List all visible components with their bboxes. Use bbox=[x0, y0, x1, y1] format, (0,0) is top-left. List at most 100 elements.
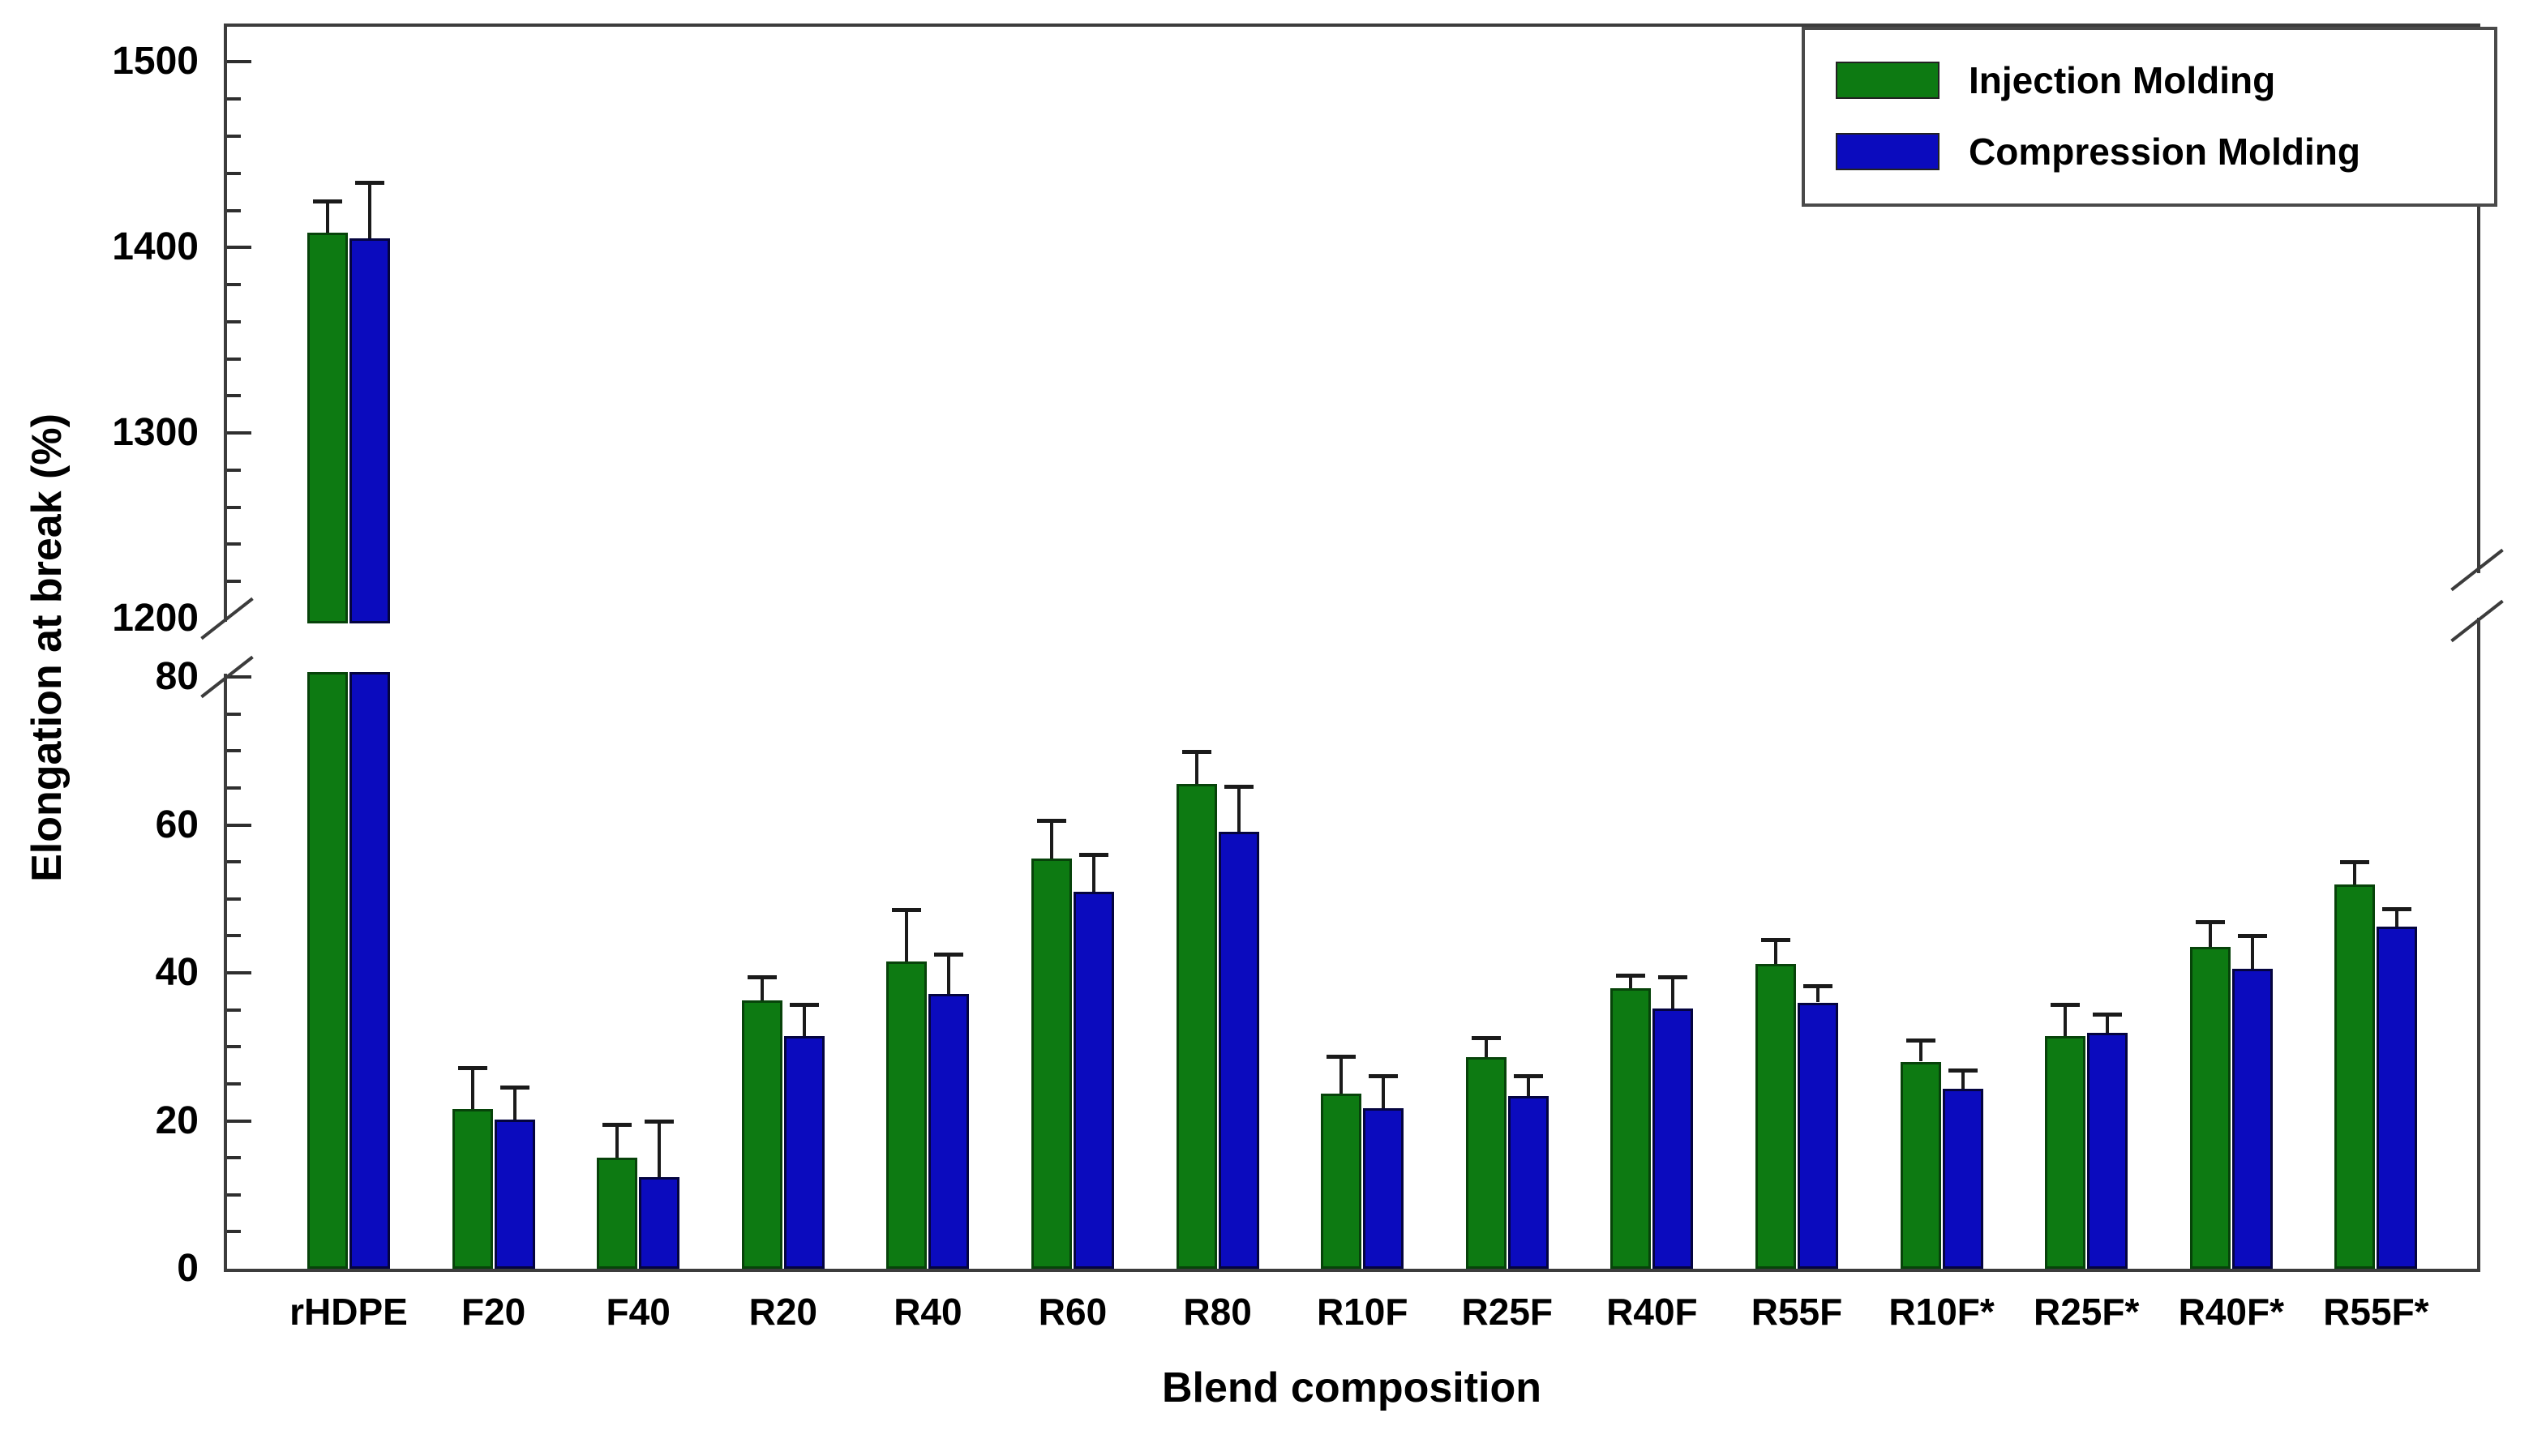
error-bar-cap bbox=[1761, 937, 1790, 942]
bar-compression-r25f-star bbox=[2087, 1032, 2128, 1269]
bar-compression-r10f-star bbox=[1942, 1089, 1983, 1269]
category-label: R25F bbox=[1461, 1291, 1554, 1333]
axis-minor-tick bbox=[227, 1081, 241, 1086]
y-axis-title: Elongation at break (%) bbox=[24, 413, 71, 882]
x-axis-title: Blend composition bbox=[1162, 1364, 1541, 1411]
category-label: F20 bbox=[461, 1291, 526, 1333]
error-bar-line bbox=[1918, 1040, 1922, 1062]
category-label: R25F* bbox=[2033, 1291, 2140, 1333]
bar-compression-r20 bbox=[783, 1035, 825, 1269]
legend-swatch-compression-molding bbox=[1836, 133, 1940, 170]
bar-compression-r80 bbox=[1218, 831, 1259, 1269]
axis-minor-tick bbox=[227, 468, 241, 472]
category-label: R20 bbox=[748, 1291, 817, 1333]
axis-minor-tick bbox=[227, 283, 241, 287]
bar-injection-r25f-star bbox=[2045, 1035, 2086, 1269]
error-bar-cap bbox=[355, 181, 384, 186]
error-bar-line bbox=[2106, 1014, 2110, 1033]
tick-label: 1300 bbox=[112, 411, 199, 455]
bar-compression-r55f-star bbox=[2377, 926, 2418, 1269]
category-label: R80 bbox=[1183, 1291, 1252, 1333]
error-bar-cap bbox=[2051, 1003, 2081, 1008]
error-bar-cap bbox=[789, 1003, 819, 1008]
axis-minor-tick bbox=[227, 897, 241, 901]
error-bar-line bbox=[1629, 974, 1633, 989]
category-label: R10F bbox=[1316, 1291, 1408, 1333]
category-label: R55F* bbox=[2323, 1291, 2429, 1333]
axis-minor-tick bbox=[227, 860, 241, 864]
error-bar-cap bbox=[1803, 984, 1832, 989]
tick-label: 1200 bbox=[112, 597, 199, 640]
tick-label: 0 bbox=[177, 1247, 199, 1290]
bar-injection-f40 bbox=[597, 1158, 638, 1269]
bar-compression-f20 bbox=[494, 1119, 535, 1269]
bar-compression-rhdpe bbox=[349, 672, 390, 1269]
axis-minor-tick bbox=[227, 749, 241, 753]
axis-minor-tick bbox=[227, 208, 241, 212]
category-label: R55F bbox=[1751, 1291, 1843, 1333]
error-bar-cap bbox=[1224, 785, 1254, 790]
error-bar-line bbox=[1816, 986, 1819, 1003]
error-bar-cap bbox=[1037, 819, 1066, 824]
error-bar-cap bbox=[1513, 1073, 1543, 1078]
category-label: R40 bbox=[894, 1291, 962, 1333]
tick-label: 40 bbox=[155, 951, 199, 994]
axis-major-tick bbox=[227, 675, 251, 679]
error-bar-cap bbox=[1616, 973, 1646, 978]
axis-major-tick bbox=[227, 1119, 251, 1123]
error-bar-line bbox=[512, 1087, 516, 1120]
error-bar-line bbox=[947, 954, 951, 994]
category-label: R40F bbox=[1606, 1291, 1698, 1333]
axis-minor-tick bbox=[227, 580, 241, 584]
error-bar-line bbox=[615, 1124, 619, 1158]
axis-major-tick bbox=[227, 60, 251, 64]
axis-minor-tick bbox=[227, 1156, 241, 1160]
error-bar-cap bbox=[892, 908, 922, 913]
category-label: R10F* bbox=[1888, 1291, 1995, 1333]
error-bar-cap bbox=[602, 1123, 632, 1128]
axis-major-tick bbox=[227, 431, 251, 435]
axis-minor-tick bbox=[227, 357, 241, 361]
axis-minor-tick bbox=[227, 934, 241, 938]
error-bar-cap bbox=[1369, 1073, 1399, 1078]
error-bar-line bbox=[760, 976, 764, 1000]
error-bar-line bbox=[1339, 1056, 1344, 1094]
bar-compression-r10f bbox=[1363, 1107, 1404, 1269]
error-bar-cap bbox=[1327, 1055, 1357, 1060]
error-bar-cap bbox=[1948, 1068, 1978, 1073]
axis-minor-tick bbox=[227, 319, 241, 323]
error-bar-cap bbox=[1658, 974, 1688, 979]
axis-minor-tick bbox=[227, 712, 241, 716]
legend-label-injection-molding: Injection Molding bbox=[1969, 59, 2276, 101]
plot-box bbox=[224, 24, 2480, 1272]
error-bar-cap bbox=[1181, 750, 1211, 755]
axis-major-tick bbox=[227, 246, 251, 250]
error-bar-line bbox=[2395, 908, 2399, 927]
error-bar-line bbox=[1671, 976, 1675, 1008]
legend: Injection Molding Compression Molding bbox=[1802, 27, 2497, 207]
axis-minor-tick bbox=[227, 394, 241, 398]
error-bar-cap bbox=[499, 1086, 529, 1090]
error-bar-line bbox=[2208, 922, 2212, 948]
axis-minor-tick bbox=[227, 1045, 241, 1049]
bar-injection-r40 bbox=[886, 961, 928, 1269]
error-bar-cap bbox=[2093, 1013, 2123, 1017]
bar-injection-r25f bbox=[1465, 1057, 1507, 1269]
error-bar-line bbox=[1237, 786, 1241, 832]
error-bar-line bbox=[1092, 854, 1095, 892]
axis-minor-tick bbox=[227, 505, 241, 509]
bar-compression-r25f bbox=[1507, 1096, 1549, 1269]
bar-compression-r40f-star bbox=[2231, 969, 2273, 1269]
error-bar-line bbox=[905, 910, 909, 962]
bar-injection-r40f-star bbox=[2189, 947, 2231, 1269]
error-bar-cap bbox=[645, 1119, 675, 1124]
bar-injection-r10f bbox=[1321, 1093, 1362, 1269]
tick-label: 60 bbox=[155, 803, 199, 846]
tick-label: 20 bbox=[155, 1098, 199, 1142]
bar-injection-rhdpe bbox=[307, 672, 348, 1269]
error-bar-cap bbox=[2195, 920, 2225, 925]
axis-minor-tick bbox=[227, 171, 241, 175]
tick-label: 1500 bbox=[112, 40, 199, 84]
bar-injection-r55f-star bbox=[2334, 884, 2376, 1269]
